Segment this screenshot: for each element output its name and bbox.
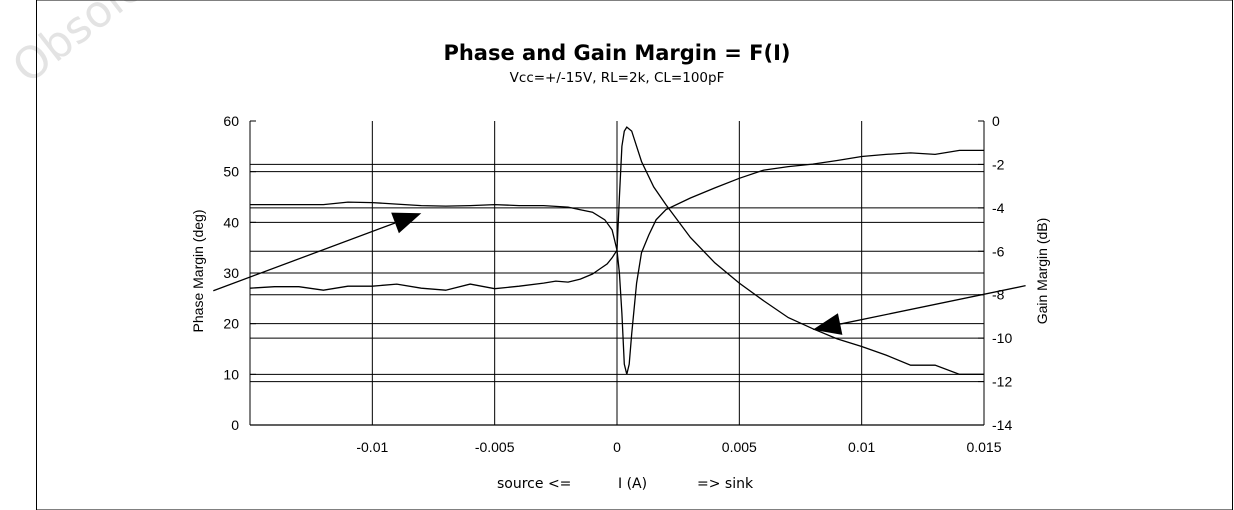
x-tick-label: 0 xyxy=(613,439,621,455)
ticks: 0 10 20 30 40 50 60 0 -2 -4 -6 -8 -10 -12 -14 -0.01 -0.0… xyxy=(223,113,1012,455)
x-tick-label: 0.01 xyxy=(848,439,875,455)
y-right-tick-label: -6 xyxy=(992,243,1005,259)
y-right-tick-label: 0 xyxy=(992,113,1000,129)
x-tick-label: 0.005 xyxy=(722,439,757,455)
chart-subtitle: Vcc=+/-15V, RL=2k, CL=100pF xyxy=(510,70,725,86)
annotation-arrow-line xyxy=(213,222,396,292)
y-left-tick-label: 40 xyxy=(223,214,239,230)
series-layer xyxy=(249,126,984,375)
y-left-tick-label: 30 xyxy=(223,265,239,281)
grid xyxy=(250,121,984,425)
x-axis-label-source: source <= xyxy=(497,476,571,492)
y-left-tick-label: 10 xyxy=(223,366,239,382)
x-tick-label: -0.01 xyxy=(356,439,388,455)
series-line-1 xyxy=(250,149,984,375)
annotation-arrowhead xyxy=(391,212,422,234)
y-axis-label-left: Phase Margin (deg) xyxy=(190,210,206,333)
y-left-tick-label: 50 xyxy=(223,164,239,180)
chart-title: Phase and Gain Margin = F(I) xyxy=(443,41,790,65)
annotation-arrowhead xyxy=(812,313,843,335)
annotation-arrows xyxy=(213,212,1026,335)
x-axis-label-sink: => sink xyxy=(697,476,754,492)
y-left-tick-label: 20 xyxy=(223,316,239,332)
y-right-tick-label: -10 xyxy=(992,330,1012,346)
series-line-2 xyxy=(249,126,984,375)
y-right-tick-label: -14 xyxy=(992,417,1012,433)
y-left-tick-label: 0 xyxy=(231,417,239,433)
y-right-tick-label: -8 xyxy=(992,287,1005,303)
x-tick-label: -0.005 xyxy=(475,439,515,455)
y-axis-label-right: Gain Margin (dB) xyxy=(1034,218,1050,325)
y-right-tick-label: -12 xyxy=(992,374,1012,390)
x-axis-label-current: I (A) xyxy=(618,476,647,492)
watermark-logo: Obsolete xyxy=(3,0,189,94)
x-tick-label: 0.015 xyxy=(966,439,1001,455)
annotation-arrow-line xyxy=(840,285,1026,325)
y-right-tick-label: -2 xyxy=(992,156,1005,172)
figure-frame xyxy=(36,0,1233,510)
y-left-tick-label: 60 xyxy=(223,113,239,129)
y-right-tick-label: -4 xyxy=(992,200,1005,216)
